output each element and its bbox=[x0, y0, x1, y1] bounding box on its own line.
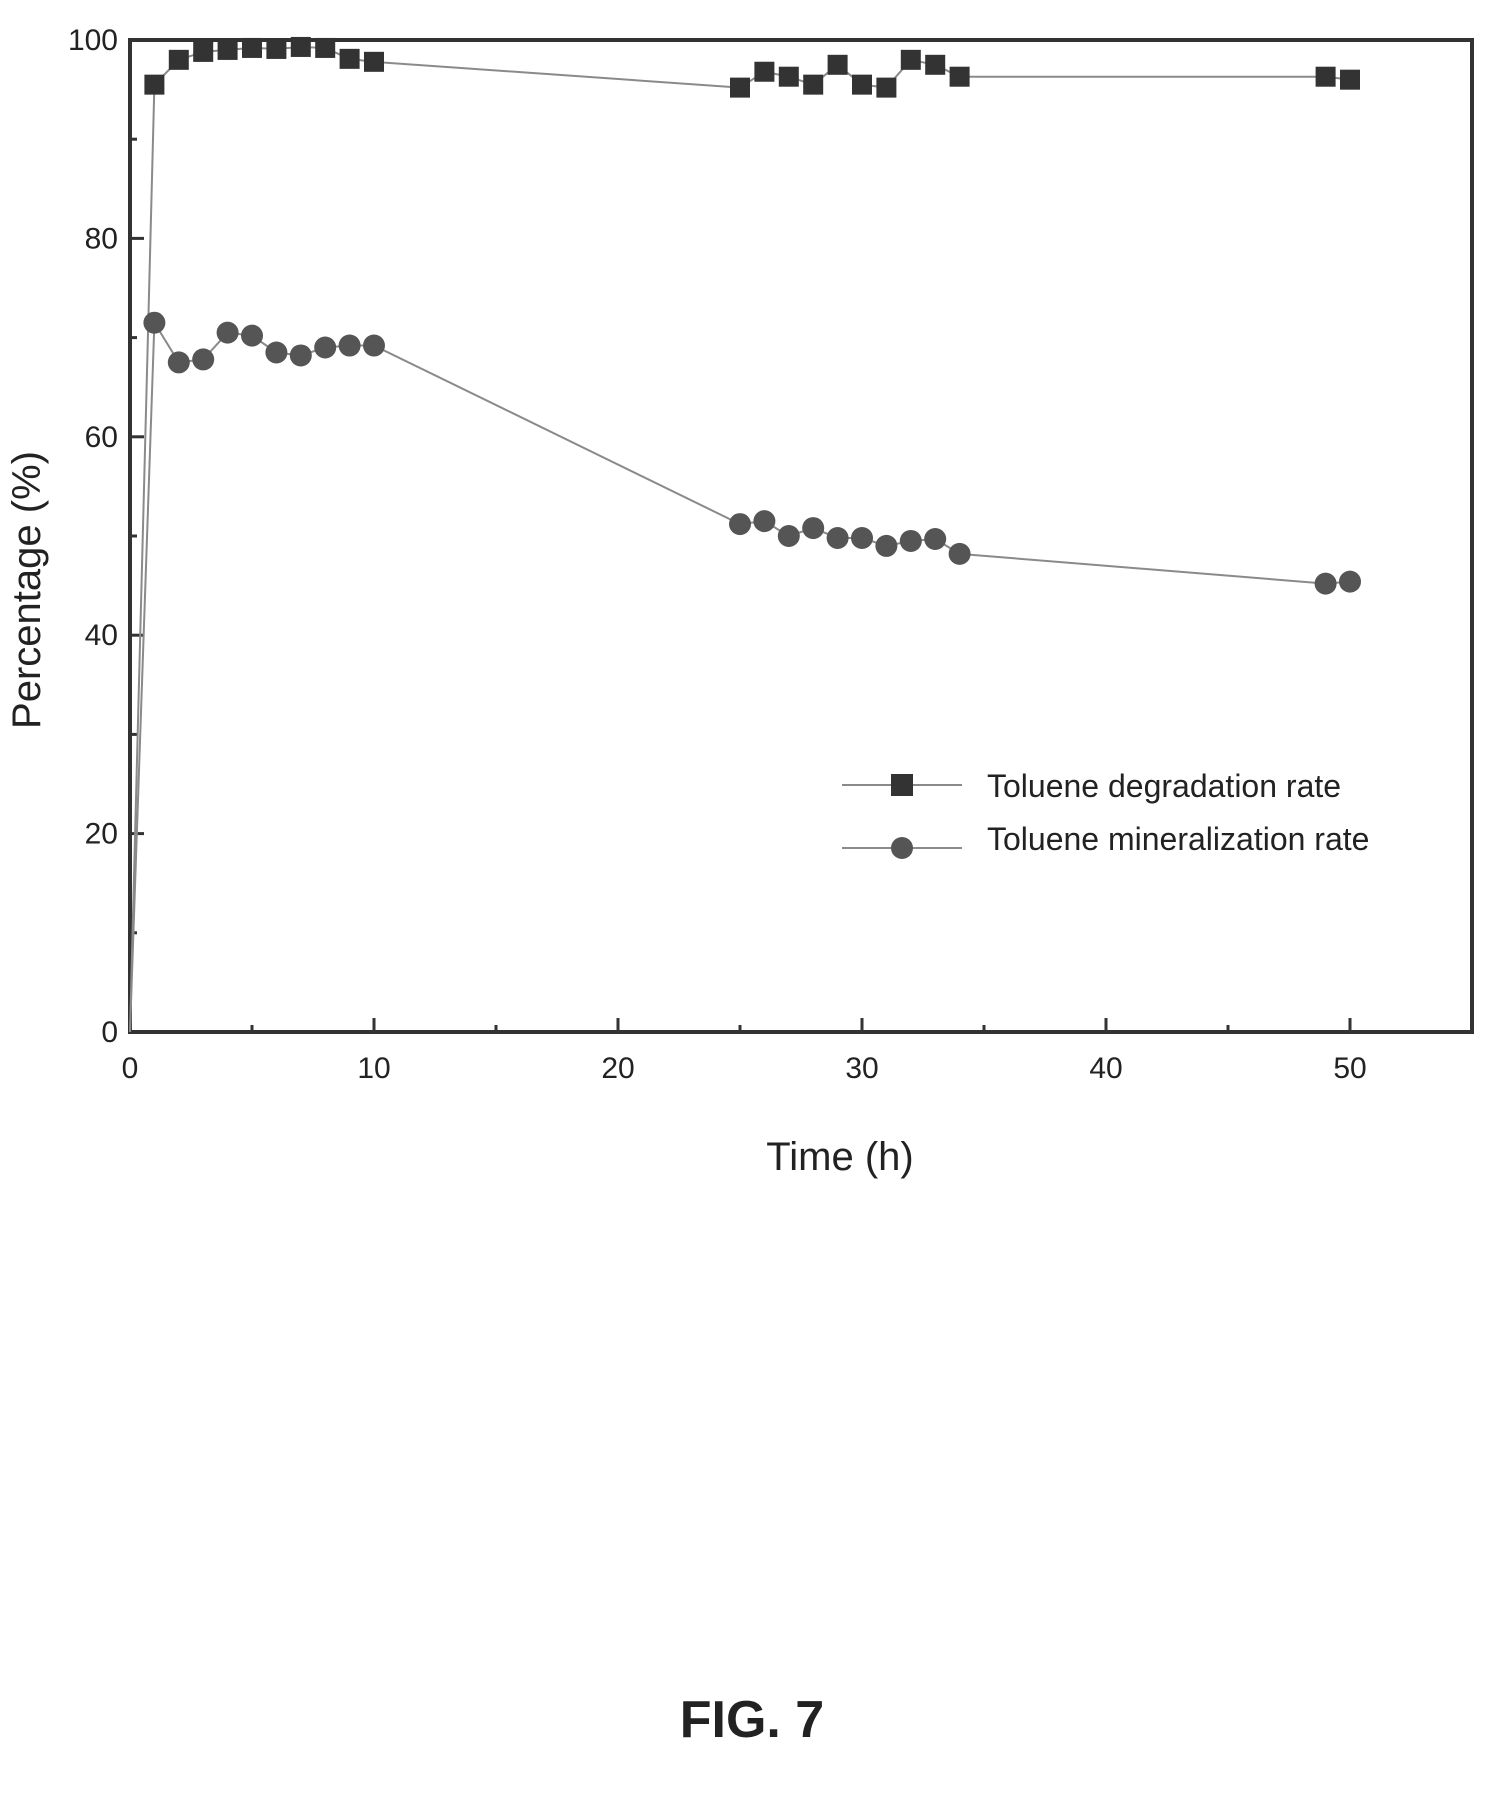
data-point bbox=[826, 526, 849, 549]
data-point bbox=[192, 348, 215, 371]
series-line-1 bbox=[129, 319, 1351, 1033]
x-tick-label-2: 20 bbox=[601, 1052, 634, 1085]
data-point bbox=[802, 517, 825, 540]
legend-square-marker bbox=[891, 774, 913, 796]
data-point bbox=[1314, 572, 1337, 595]
data-point bbox=[900, 49, 921, 70]
data-point bbox=[948, 542, 971, 565]
figure-caption: FIG. 7 bbox=[680, 1691, 824, 1749]
data-point bbox=[265, 341, 288, 364]
data-point bbox=[242, 37, 262, 58]
x-tick-label-4: 40 bbox=[1089, 1052, 1122, 1085]
x-tick-label-5: 50 bbox=[1333, 1052, 1366, 1085]
data-point bbox=[876, 77, 897, 98]
x-axis-title: Time (h) bbox=[766, 1135, 913, 1179]
series-0 bbox=[129, 36, 1360, 1033]
data-point bbox=[729, 513, 751, 536]
data-point bbox=[925, 54, 946, 75]
data-point bbox=[339, 48, 360, 69]
legend: Toluene degradation rate Toluene mineral… bbox=[842, 768, 1369, 859]
data-point bbox=[143, 311, 166, 334]
x-tick-label-0: 0 bbox=[122, 1052, 139, 1085]
data-point bbox=[778, 66, 799, 87]
plot-area: 0 10 20 30 40 50 0 20 40 60 80 100 bbox=[68, 24, 1474, 1085]
data-point bbox=[168, 49, 189, 70]
x-axis-ticks: 0 10 20 30 40 50 bbox=[122, 1018, 1367, 1085]
plot-frame bbox=[128, 38, 1474, 1034]
data-point bbox=[777, 525, 800, 547]
y-axis-ticks: 0 20 40 60 80 100 bbox=[68, 24, 144, 1049]
data-point bbox=[730, 77, 750, 98]
data-point bbox=[949, 66, 970, 87]
data-point bbox=[1340, 69, 1360, 90]
data-point bbox=[1339, 570, 1361, 593]
data-point bbox=[852, 74, 872, 95]
legend-circle-marker bbox=[891, 837, 913, 859]
data-point bbox=[290, 36, 311, 57]
y-tick-label-0: 0 bbox=[101, 1016, 118, 1049]
data-point bbox=[803, 74, 824, 95]
data-point bbox=[289, 344, 312, 367]
data-point bbox=[364, 51, 384, 72]
y-tick-label-1: 20 bbox=[85, 818, 118, 851]
series-line-0 bbox=[129, 45, 1351, 1033]
data-point bbox=[827, 54, 848, 75]
y-tick-label-3: 60 bbox=[85, 421, 118, 454]
y-tick-label-4: 80 bbox=[85, 222, 118, 255]
data-point bbox=[315, 37, 336, 58]
y-axis-title: Percentage (%) bbox=[5, 451, 49, 729]
data-point bbox=[193, 41, 214, 62]
legend-label-mineralization: Toluene mineralization rate bbox=[987, 821, 1369, 857]
data-point bbox=[144, 74, 165, 95]
data-point bbox=[167, 351, 190, 374]
data-point bbox=[754, 61, 775, 82]
y-tick-label-2: 40 bbox=[85, 619, 118, 652]
y-tick-label-5: 100 bbox=[68, 24, 118, 57]
data-point bbox=[216, 321, 239, 344]
data-point bbox=[924, 527, 947, 550]
legend-item-degradation: Toluene degradation rate bbox=[842, 768, 1341, 804]
data-point bbox=[314, 336, 337, 359]
data-point bbox=[875, 534, 898, 557]
data-point bbox=[266, 38, 287, 59]
data-point bbox=[753, 510, 776, 533]
legend-label-degradation: Toluene degradation rate bbox=[987, 768, 1341, 804]
series-1 bbox=[129, 311, 1361, 1033]
data-point bbox=[1315, 66, 1336, 87]
legend-item-mineralization: Toluene mineralization rate bbox=[842, 821, 1369, 859]
x-tick-label-1: 10 bbox=[357, 1052, 390, 1085]
data-point bbox=[363, 334, 385, 357]
data-point bbox=[241, 324, 263, 347]
data-point bbox=[851, 526, 873, 549]
data-point bbox=[899, 529, 922, 552]
data-point bbox=[338, 334, 361, 357]
x-tick-label-3: 30 bbox=[845, 1052, 878, 1085]
data-point bbox=[217, 39, 238, 60]
series-layer bbox=[129, 36, 1361, 1033]
